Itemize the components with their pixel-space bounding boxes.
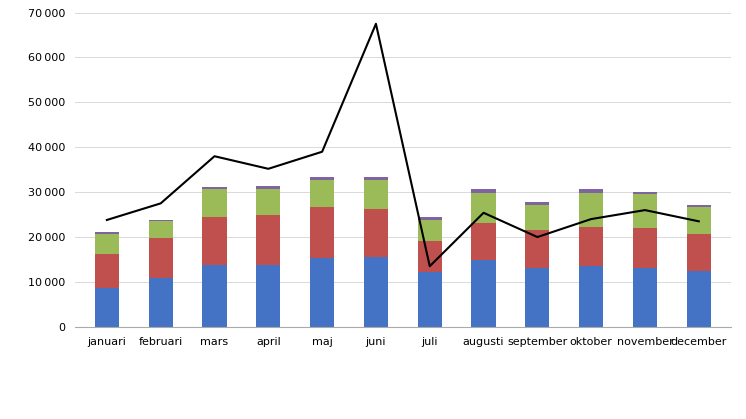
- Bar: [633, 268, 657, 327]
- Bar: [471, 260, 495, 327]
- Bar: [310, 177, 334, 181]
- Bar: [202, 265, 227, 327]
- Bar: [148, 278, 173, 327]
- Bar: [202, 217, 227, 265]
- Bar: [633, 228, 657, 268]
- Bar: [579, 189, 604, 193]
- Bar: [471, 222, 495, 260]
- Bar: [579, 266, 604, 327]
- Bar: [95, 234, 119, 254]
- Bar: [525, 205, 550, 230]
- Bar: [202, 187, 227, 189]
- Bar: [418, 217, 442, 220]
- Bar: [525, 269, 550, 327]
- Bar: [525, 230, 550, 269]
- Bar: [310, 181, 334, 207]
- Bar: [148, 238, 173, 278]
- Bar: [471, 189, 495, 193]
- Bar: [148, 221, 173, 238]
- Bar: [256, 189, 280, 215]
- Bar: [579, 227, 604, 266]
- Bar: [579, 193, 604, 227]
- Bar: [686, 234, 711, 271]
- Bar: [310, 207, 334, 258]
- Bar: [364, 181, 388, 209]
- Bar: [256, 215, 280, 265]
- Bar: [418, 241, 442, 272]
- Bar: [364, 257, 388, 327]
- Bar: [202, 189, 227, 217]
- Bar: [256, 265, 280, 327]
- Bar: [686, 271, 711, 327]
- Bar: [686, 205, 711, 207]
- Bar: [148, 220, 173, 221]
- Bar: [471, 193, 495, 222]
- Bar: [633, 192, 657, 194]
- Bar: [310, 258, 334, 327]
- Bar: [95, 288, 119, 327]
- Bar: [364, 177, 388, 181]
- Bar: [95, 254, 119, 288]
- Bar: [633, 194, 657, 228]
- Bar: [364, 209, 388, 257]
- Bar: [686, 207, 711, 234]
- Bar: [525, 202, 550, 205]
- Bar: [256, 186, 280, 189]
- Bar: [418, 272, 442, 327]
- Bar: [95, 232, 119, 234]
- Bar: [418, 220, 442, 241]
